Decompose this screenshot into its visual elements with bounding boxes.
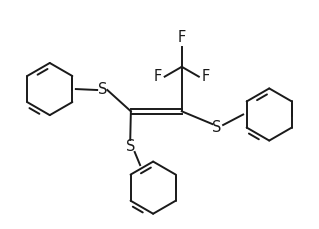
Text: F: F [178, 30, 186, 45]
Text: F: F [201, 69, 210, 84]
Text: S: S [212, 120, 221, 135]
Text: F: F [154, 69, 162, 84]
Text: S: S [126, 139, 136, 154]
Text: S: S [98, 82, 107, 97]
